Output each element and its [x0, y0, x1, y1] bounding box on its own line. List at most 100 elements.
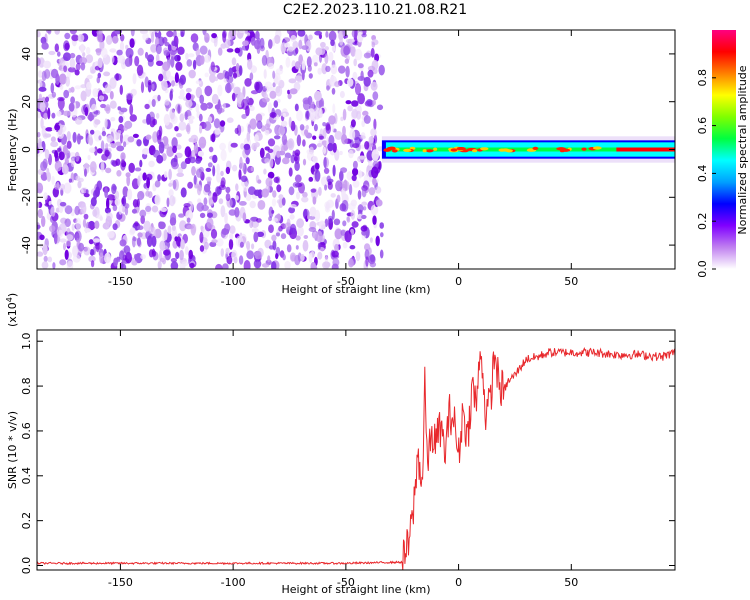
spectrogram-noise-cell: [296, 110, 303, 122]
spectrogram-noise-cell: [257, 200, 266, 210]
spectrogram-noise-cell: [324, 218, 329, 227]
spectrogram-noise-cell: [319, 47, 326, 56]
spectrogram-noise-cell: [76, 133, 81, 145]
spectrogram-noise-cell: [268, 39, 273, 49]
spectrogram-noise-cell: [110, 143, 117, 149]
spectrogram-noise-cell: [323, 156, 327, 169]
spectrogram-noise-cell: [104, 207, 111, 214]
spectrogram-noise-cell: [361, 214, 367, 220]
spectrogram-noise-cell: [187, 115, 195, 121]
spectrogram-noise-cell: [41, 261, 49, 269]
spectrogram-noise-cell: [188, 69, 196, 79]
spectrogram-noise-cell: [261, 55, 268, 66]
spectrogram-noise-cell: [117, 129, 122, 135]
spectrogram-noise-cell: [238, 201, 247, 206]
spectrogram-noise-cell: [302, 158, 307, 166]
spectrogram-noise-cell: [222, 102, 226, 110]
spectrogram-noise-cell: [297, 226, 304, 237]
spectrogram-noise-cell: [64, 42, 70, 51]
spectrogram-noise-cell: [250, 65, 257, 74]
spectrogram-noise-cell: [305, 124, 309, 130]
spectrogram-noise-cell: [287, 46, 294, 52]
spectrogram-noise-cell: [350, 209, 356, 220]
spectrogram-noise-cell: [58, 73, 67, 85]
spectrogram-noise-cell: [148, 249, 154, 258]
spectrogram-noise-cell: [119, 239, 127, 247]
spectrogram-noise-cell: [245, 96, 250, 104]
spectrogram-noise-cell: [47, 107, 51, 120]
spectrogram-noise-cell: [54, 160, 62, 172]
spectrogram-noise-cell: [140, 254, 147, 260]
spectrogram-noise-cell: [242, 180, 249, 192]
spectrogram-noise-cell: [348, 258, 354, 268]
signal-hotspot: [422, 149, 427, 153]
spectrogram-noise-cell: [342, 125, 346, 136]
spectrogram-noise-cell: [100, 140, 105, 152]
spectrogram-noise-cell: [351, 174, 357, 182]
spectrogram-noise-cell: [292, 49, 298, 56]
spectrogram-noise-cell: [321, 63, 328, 75]
spectrogram-noise-cell: [327, 215, 333, 224]
spectrogram-noise-cell: [211, 93, 219, 105]
spectrogram-noise-cell: [166, 75, 175, 82]
spectrogram-noise-cell: [88, 221, 94, 226]
spectrogram-noise-cell: [119, 84, 124, 95]
spectrogram-noise-cell: [187, 53, 195, 58]
spectrogram-noise-cell: [106, 197, 110, 210]
spectrogram-noise-cell: [142, 148, 150, 155]
spectrogram-noise-cell: [295, 235, 301, 241]
spectrogram-noise-cell: [209, 199, 214, 205]
spectrogram-noise-cell: [310, 261, 317, 269]
spectrogram-noise-cell: [59, 259, 67, 266]
spectrogram-noise-cell: [378, 64, 385, 76]
signal-hotspot: [532, 146, 539, 150]
spectrogram-noise-cell: [42, 244, 48, 256]
spectrogram-noise-cell: [69, 30, 77, 35]
spectrogram-noise-cell: [37, 111, 41, 119]
spectrogram-noise-cell: [65, 76, 70, 87]
spectrogram-noise-cell: [311, 54, 319, 65]
spectrogram-noise-cell: [104, 252, 111, 264]
spectrogram-noise-cell: [316, 230, 323, 243]
spectrogram-noise-cell: [100, 160, 105, 173]
spectrogram-noise-cell: [64, 32, 71, 40]
spectrogram-noise-cell: [278, 194, 284, 200]
spectrogram-noise-cell: [328, 30, 337, 42]
spectrogram-noise-cell: [222, 263, 229, 269]
spectrogram-noise-cell: [334, 130, 343, 140]
spectrogram-noise-cell: [372, 99, 377, 106]
spectrogram-noise-cell: [296, 191, 300, 200]
spectrogram-noise-cell: [176, 172, 184, 177]
spectrogram-noise-cell: [352, 180, 360, 188]
spectrogram-noise-cell: [207, 116, 213, 123]
spectrogram-noise-cell: [240, 143, 245, 150]
spectrogram-noise-cell: [189, 156, 196, 164]
spectrogram-noise-cell: [261, 188, 270, 198]
spectrogram-noise-cell: [158, 73, 164, 82]
spectrogram-y-label: Frequency (Hz): [6, 109, 19, 192]
spectrogram-noise-cell: [198, 184, 203, 192]
spectrogram-noise-cell: [225, 247, 230, 255]
spectrogram-noise-cell: [322, 122, 327, 127]
spectrogram-noise-cell: [375, 199, 383, 207]
spectrogram-noise-cell: [370, 81, 378, 91]
spectrogram-noise-cell: [282, 112, 286, 118]
spectrogram-noise-cell: [351, 100, 359, 107]
spectrogram-noise-cell: [166, 146, 175, 157]
spectrogram-noise-cell: [203, 121, 212, 131]
spectrogram-noise-cell: [256, 231, 265, 237]
spectrogram-noise-cell: [294, 103, 299, 112]
spectrogram-noise-cell: [41, 70, 47, 82]
spectrogram-noise-cell: [50, 215, 54, 223]
spectrogram-noise-cell: [58, 58, 64, 64]
spectrogram-noise-cell: [267, 62, 275, 70]
spectrogram-noise-cell: [109, 100, 117, 109]
spectrogram-noise-cell: [312, 135, 317, 140]
y-tick-label: 0.2: [20, 512, 33, 530]
spectrogram-noise-cell: [195, 80, 202, 85]
spectrogram-noise-cell: [309, 206, 317, 217]
spectrogram-noise-cell: [158, 221, 166, 230]
spectrogram-noise-cell: [211, 33, 218, 39]
signal-hotspot: [386, 146, 395, 151]
spectrogram-noise-cell: [302, 139, 306, 147]
